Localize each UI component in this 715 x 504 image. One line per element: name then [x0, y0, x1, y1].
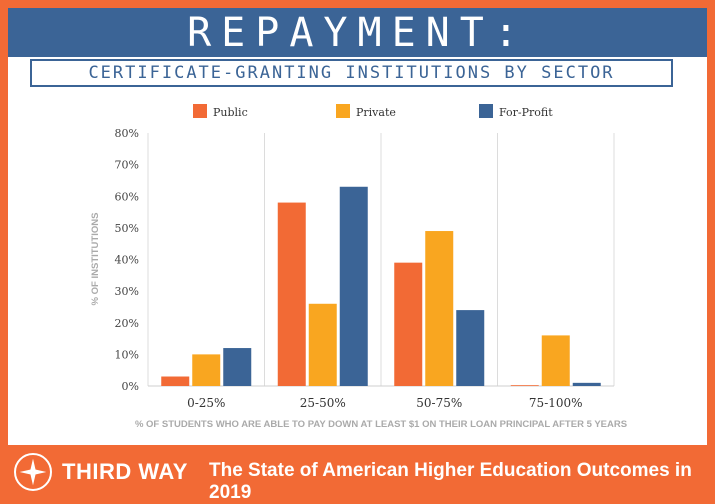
y-tick-label: 40%: [115, 254, 139, 267]
y-tick-label: 30%: [115, 285, 139, 298]
bar-private: [192, 354, 221, 386]
y-tick-label: 0%: [122, 380, 139, 393]
page-title: REPAYMENT:: [187, 9, 528, 56]
legend-label: Public: [213, 106, 248, 119]
bar-for-profit: [339, 186, 368, 386]
y-tick-label: 60%: [115, 190, 139, 203]
title-bar: REPAYMENT:: [8, 8, 707, 57]
bar-public: [277, 202, 306, 386]
x-axis-title: % OF STUDENTS WHO ARE ABLE TO PAY DOWN A…: [135, 419, 627, 430]
bar-public: [161, 376, 190, 386]
y-tick-label: 10%: [115, 348, 139, 361]
bar-public: [394, 262, 423, 386]
bar-private: [308, 303, 337, 386]
y-tick-label: 70%: [115, 159, 139, 172]
legend-label: Private: [356, 106, 396, 119]
bar-for-profit: [223, 348, 252, 386]
x-tick-label: 75-100%: [529, 396, 583, 410]
brand-name: THIRD WAY: [62, 459, 188, 484]
legend-swatch-public: [193, 104, 207, 118]
bar-for-profit: [456, 310, 485, 386]
bar-private: [541, 335, 570, 386]
y-axis-title: % OF INSTITUTIONS: [90, 213, 101, 306]
y-tick-label: 20%: [115, 317, 139, 330]
footer-tagline: The State of American Higher Education O…: [209, 460, 692, 503]
chart-subtitle: CERTIFICATE-GRANTING INSTITUTIONS BY SEC…: [30, 59, 673, 87]
compass-logo-icon: [14, 453, 52, 491]
footer: THIRD WAY The State of American Higher E…: [0, 447, 715, 503]
legend-label: For-Profit: [499, 106, 553, 119]
bar-private: [425, 231, 454, 386]
x-tick-label: 50-75%: [416, 396, 462, 410]
x-tick-label: 25-50%: [300, 396, 346, 410]
x-tick-label: 0-25%: [187, 396, 225, 410]
bar-for-profit: [572, 382, 601, 386]
bar-public: [510, 385, 539, 386]
y-tick-label: 80%: [115, 127, 139, 140]
legend-swatch-private: [336, 104, 350, 118]
y-tick-label: 50%: [115, 222, 139, 235]
legend-swatch-for-profit: [479, 104, 493, 118]
